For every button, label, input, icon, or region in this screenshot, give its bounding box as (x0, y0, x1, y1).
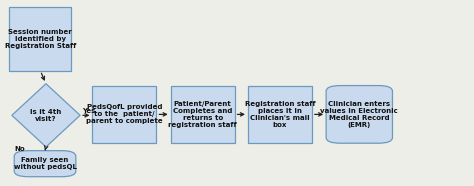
FancyBboxPatch shape (326, 86, 392, 143)
Text: PedsQofL provided
to the  patient/
parent to complete: PedsQofL provided to the patient/ parent… (86, 104, 163, 124)
FancyBboxPatch shape (248, 86, 312, 143)
FancyBboxPatch shape (171, 86, 235, 143)
Text: Patient/Parent
Completes and
returns to
registration staff: Patient/Parent Completes and returns to … (168, 101, 237, 128)
Polygon shape (12, 84, 80, 147)
Text: Is it 4th
visit?: Is it 4th visit? (30, 109, 62, 122)
FancyBboxPatch shape (92, 86, 156, 143)
Text: Registration staff
places it in
Clinician's mail
box: Registration staff places it in Clinicia… (245, 101, 315, 128)
Text: Session number
identified by
Registration Staff: Session number identified by Registratio… (5, 29, 76, 49)
FancyBboxPatch shape (14, 151, 76, 177)
FancyBboxPatch shape (9, 7, 71, 71)
Text: Family seen
without pedsQL: Family seen without pedsQL (14, 157, 76, 170)
Text: No: No (14, 146, 25, 152)
Text: Clinician enters
values in Electronic
Medical Record
(EMR): Clinician enters values in Electronic Me… (320, 101, 398, 128)
Text: Yes: Yes (82, 108, 96, 114)
